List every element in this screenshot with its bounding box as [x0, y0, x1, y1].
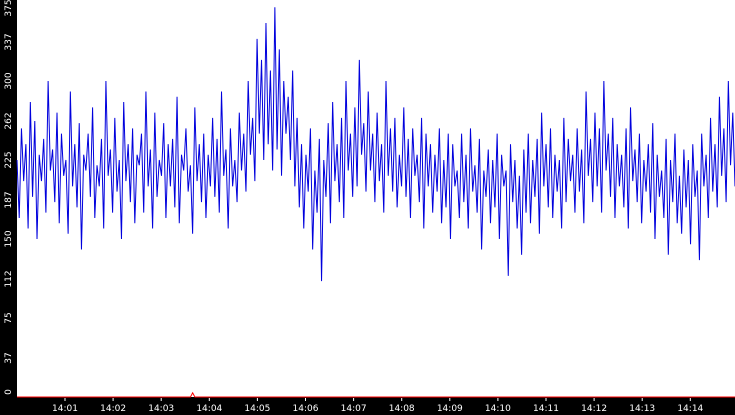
y-tick-label: 0: [4, 389, 14, 395]
y-tick-label: 300: [4, 72, 14, 89]
y-tick-label: 150: [4, 230, 14, 247]
x-tick-label: 14:12: [581, 404, 607, 414]
series-layer: [16, 7, 735, 398]
x-axis-band: [0, 398, 735, 415]
x-tick-label: 14:07: [341, 404, 367, 414]
x-tick-label: 14:09: [437, 404, 463, 414]
x-tick-label: 14:02: [100, 404, 126, 414]
x-tick-label: 14:08: [389, 404, 415, 414]
y-tick-label: 262: [4, 112, 14, 129]
y-tick-label: 187: [4, 191, 14, 208]
x-tick-label: 14:11: [533, 404, 559, 414]
x-tick-label: 14:13: [629, 404, 655, 414]
y-tick-label: 337: [4, 33, 14, 50]
x-axis-ticks: 14:01 14:02 14:03 14:04 14:05 14:06 14:07 14:08…: [52, 398, 704, 414]
series-line-secondary: [17, 391, 735, 398]
x-tick-label: 14:05: [244, 404, 270, 414]
series-line-primary: [16, 7, 735, 282]
x-tick-label: 14:06: [293, 404, 319, 414]
y-tick-label: 37: [4, 352, 14, 363]
y-axis-ticks: 0 37 75 112 150 187 225 262 300 337 375: [4, 0, 14, 395]
x-tick-label: 14:14: [677, 404, 703, 414]
x-tick-label: 14:04: [196, 404, 222, 414]
y-tick-label: 75: [4, 312, 14, 323]
x-tick-label: 14:03: [148, 404, 174, 414]
x-tick-label: 14:10: [485, 404, 511, 414]
y-tick-label: 375: [4, 0, 14, 17]
x-tick-label: 14:01: [52, 404, 78, 414]
y-tick-label: 112: [4, 270, 14, 287]
y-tick-label: 225: [4, 151, 14, 168]
y-axis-band: [0, 0, 16, 415]
